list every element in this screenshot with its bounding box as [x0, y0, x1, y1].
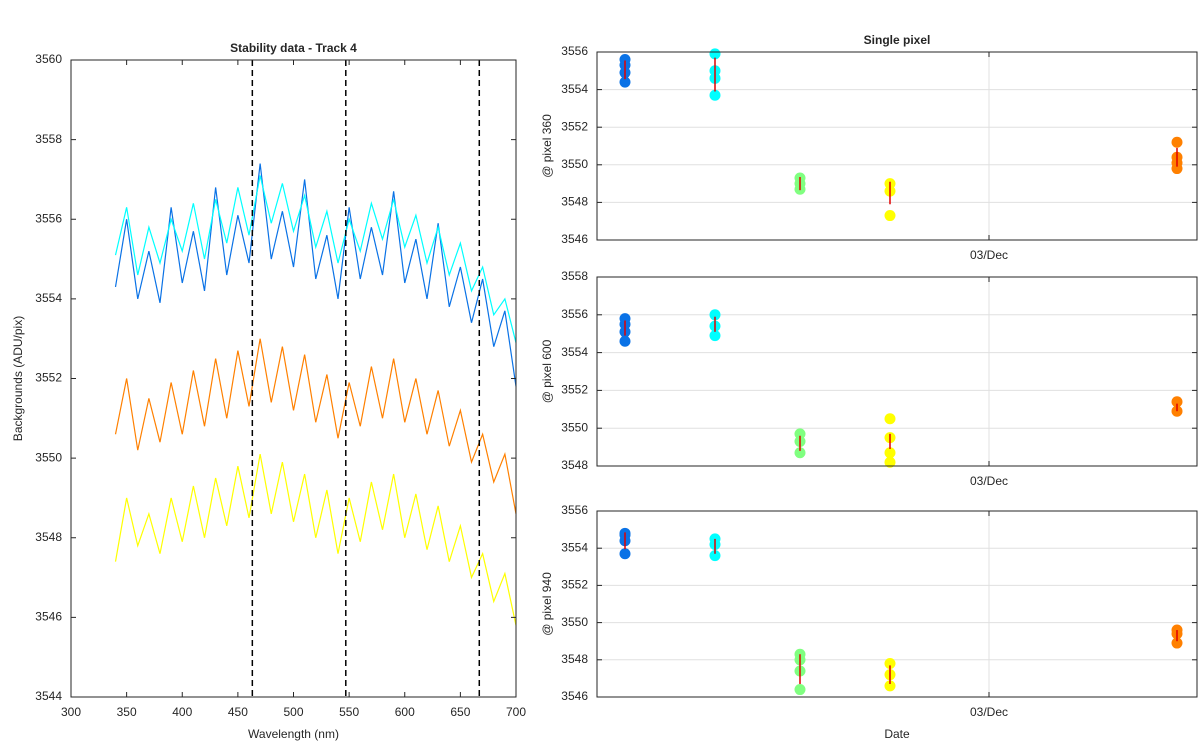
x-tick-label: 03/Dec — [970, 705, 1008, 719]
y-axis-label: @ pixel 360 — [540, 114, 554, 178]
x-tick-label: 550 — [339, 705, 359, 719]
point — [794, 684, 806, 696]
y-tick-label: 3552 — [561, 578, 588, 592]
point — [709, 48, 721, 60]
point — [1171, 637, 1183, 649]
x-tick-label: 03/Dec — [970, 474, 1008, 488]
y-tick-label: 3550 — [561, 420, 588, 434]
plot-area — [597, 277, 1197, 466]
chart-title: Single pixel — [864, 33, 931, 47]
x-tick-label: 650 — [450, 705, 470, 719]
y-tick-label: 3560 — [35, 52, 62, 66]
y-tick-label: 3550 — [35, 450, 62, 464]
spectrum-line — [114, 338, 517, 514]
axes-box — [596, 51, 1198, 241]
point — [884, 210, 896, 222]
point — [884, 658, 896, 670]
y-tick-label: 3548 — [561, 652, 588, 666]
y-tick-label: 3556 — [561, 307, 588, 321]
x-axis-label: Date — [884, 727, 910, 741]
y-tick-label: 3550 — [561, 615, 588, 629]
x-tick-label: 03/Dec — [970, 248, 1008, 262]
y-axis-label: Backgrounds (ADU/pix) — [11, 316, 25, 441]
y-tick-label: 3554 — [561, 82, 588, 96]
x-tick-label: 300 — [61, 705, 81, 719]
point — [619, 76, 631, 88]
y-axis-label: @ pixel 600 — [540, 339, 554, 403]
x-axis-label: Wavelength (nm) — [248, 727, 339, 741]
y-tick-label: 3554 — [561, 540, 588, 554]
y-tick-label: 3544 — [35, 689, 62, 703]
point — [1171, 163, 1183, 175]
axes-box — [70, 59, 517, 698]
spectrum-line — [114, 175, 517, 343]
plot-area — [597, 511, 1197, 697]
y-tick-label: 3548 — [561, 458, 588, 472]
point — [709, 330, 721, 342]
y-tick-label: 3554 — [35, 291, 62, 305]
y-tick-label: 3552 — [561, 119, 588, 133]
y-tick-label: 3556 — [561, 44, 588, 58]
point — [884, 456, 896, 468]
y-tick-label: 3546 — [561, 689, 588, 703]
x-tick-label: 600 — [395, 705, 415, 719]
point — [884, 680, 896, 692]
y-tick-label: 3558 — [35, 132, 62, 146]
y-tick-label: 3550 — [561, 157, 588, 171]
point — [1171, 136, 1183, 148]
point — [709, 550, 721, 562]
y-tick-label: 3546 — [35, 610, 62, 624]
x-tick-label: 500 — [283, 705, 303, 719]
plot-area — [597, 52, 1197, 240]
x-tick-label: 350 — [117, 705, 137, 719]
spectrum-line — [114, 163, 517, 387]
y-tick-label: 3556 — [35, 211, 62, 225]
x-tick-label: 700 — [506, 705, 526, 719]
axes-box — [596, 510, 1198, 698]
y-tick-label: 3556 — [561, 503, 588, 517]
spectrum-line — [114, 454, 517, 626]
point — [709, 309, 721, 321]
y-tick-label: 3546 — [561, 232, 588, 246]
x-tick-label: 450 — [228, 705, 248, 719]
point — [884, 447, 896, 459]
axes-box — [596, 276, 1198, 467]
point — [794, 428, 806, 440]
y-tick-label: 3548 — [35, 530, 62, 544]
point — [619, 335, 631, 347]
x-tick-label: 400 — [172, 705, 192, 719]
y-axis-label: @ pixel 940 — [540, 572, 554, 636]
chart-title: Stability data - Track 4 — [230, 41, 357, 55]
plot-area — [71, 60, 516, 697]
point — [1171, 396, 1183, 408]
y-tick-label: 3548 — [561, 195, 588, 209]
y-tick-label: 3552 — [561, 383, 588, 397]
point — [709, 89, 721, 101]
y-tick-label: 3554 — [561, 345, 588, 359]
point — [884, 413, 896, 425]
y-tick-label: 3558 — [561, 269, 588, 283]
point — [794, 447, 806, 459]
point — [619, 548, 631, 560]
y-tick-label: 3552 — [35, 371, 62, 385]
